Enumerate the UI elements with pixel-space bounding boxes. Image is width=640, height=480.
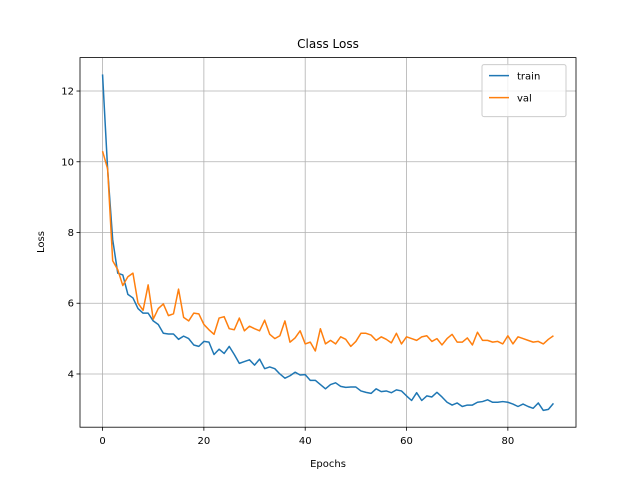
chart-title: Class Loss [297,37,359,51]
series-line [101,150,554,352]
y-tick-label: 8 [68,228,74,239]
legend-label: train [517,72,540,83]
y-tick-label: 6 [68,299,74,310]
legend: train val [481,64,567,118]
axes-frame [79,57,577,428]
y-tick-label: 4 [68,369,74,380]
y-tick-label: 12 [61,87,74,98]
x-tick-label: 0 [99,436,105,447]
x-axis-label: Epochs [310,459,346,470]
x-tick-label: 60 [400,436,413,447]
y-axis-label: Loss [36,231,47,253]
y-tick-label: 10 [61,157,74,168]
x-tick-label: 80 [501,436,514,447]
x-tick-label: 20 [198,436,211,447]
legend-box [481,64,567,118]
lines [101,74,555,412]
x-tick-label: 40 [299,436,312,447]
legend-label: val [517,94,532,105]
series-line [101,74,555,412]
